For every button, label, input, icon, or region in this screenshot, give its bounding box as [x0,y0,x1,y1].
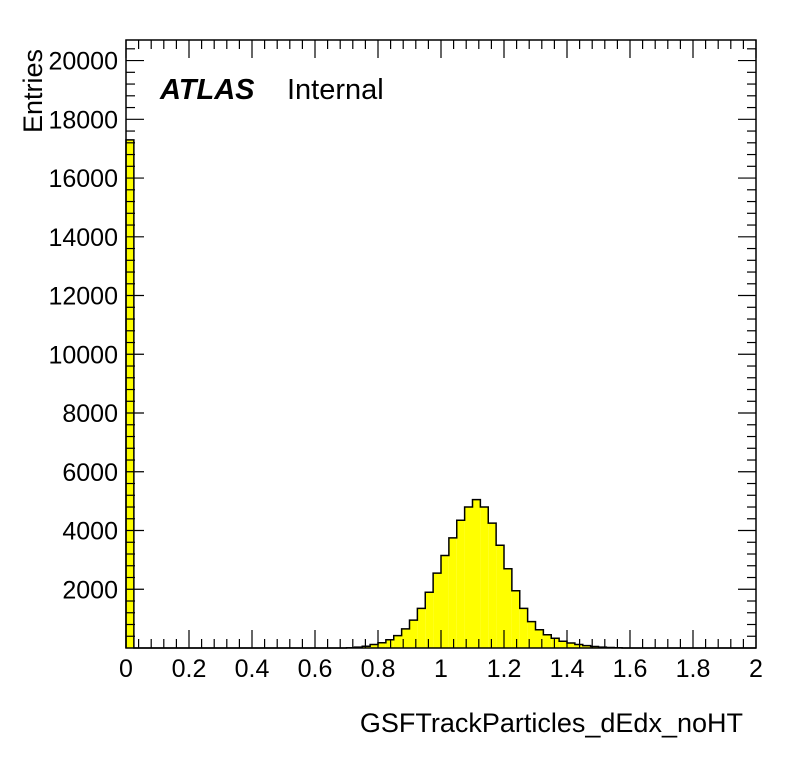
histogram-bar [401,628,410,648]
y-tick-label: 8000 [62,400,118,428]
histogram-bar [370,644,378,648]
y-tick-label: 10000 [48,341,118,369]
histogram-bar [417,608,426,648]
x-tick-label: 0.8 [361,655,396,683]
x-tick-label: 1.4 [550,655,585,683]
y-tick-label: 6000 [62,459,118,487]
histogram-bar [559,641,567,648]
y-tick-label: 2000 [62,576,118,604]
x-axis-title: GSFTrackParticles_dEdx_noHT [360,708,743,738]
histogram-bar [362,646,371,648]
internal-label: Internal [287,74,384,106]
histogram-bar [448,537,457,648]
histogram-bar [126,139,134,648]
histogram-bar [543,634,552,648]
histogram-bar [472,499,481,648]
histogram-bar [378,642,386,648]
axis-ticks [125,40,757,648]
histogram-bar [433,573,441,648]
histogram-bar [496,545,504,648]
histogram-bar [425,592,434,648]
y-tick-label: 18000 [48,106,118,134]
histogram-bar [551,638,560,648]
y-tick-label: 20000 [48,48,118,76]
x-tick-label: 2 [749,655,763,683]
histogram-bar [456,520,465,648]
histogram-bar [519,608,528,648]
histogram-bar [480,507,489,648]
x-tick-label: 1 [434,655,448,683]
histogram-bar [582,645,591,648]
x-tick-label: 0 [119,655,133,683]
histogram-bar [393,635,402,648]
y-axis-title: Entries [18,49,48,133]
histogram-bar [488,523,497,648]
histogram-outline [125,139,756,649]
histogram-bar [385,639,394,648]
atlas-label: ATLAS [159,74,255,106]
histogram-bar [567,643,575,648]
y-tick-label: 16000 [48,165,118,193]
histogram-bar [409,620,418,648]
x-tick-label: 1.2 [487,655,522,683]
histogram-bar [535,629,544,648]
x-tick-label: 1.8 [676,655,711,683]
histogram-bars [126,139,623,648]
x-tick-labels: 0 0.2 0.4 0.6 0.8 1 1.2 1.4 1.6 1.8 2 [119,655,763,683]
x-tick-label: 0.4 [235,655,270,683]
x-tick-label: 0.2 [172,655,207,683]
x-tick-label: 1.6 [613,655,648,683]
y-tick-label: 12000 [48,283,118,311]
y-tick-label: 4000 [62,518,118,546]
histogram-bar [504,568,512,648]
y-tick-label: 14000 [48,224,118,252]
x-tick-label: 0.6 [298,655,333,683]
histogram-bar [574,644,583,648]
histogram-bar [441,555,449,648]
y-tick-labels: 2000 4000 6000 8000 10000 12000 14000 16000 1800… [48,48,118,605]
histogram-bar [464,507,473,648]
histogram-bar [527,621,536,648]
histogram-bar [511,590,520,648]
